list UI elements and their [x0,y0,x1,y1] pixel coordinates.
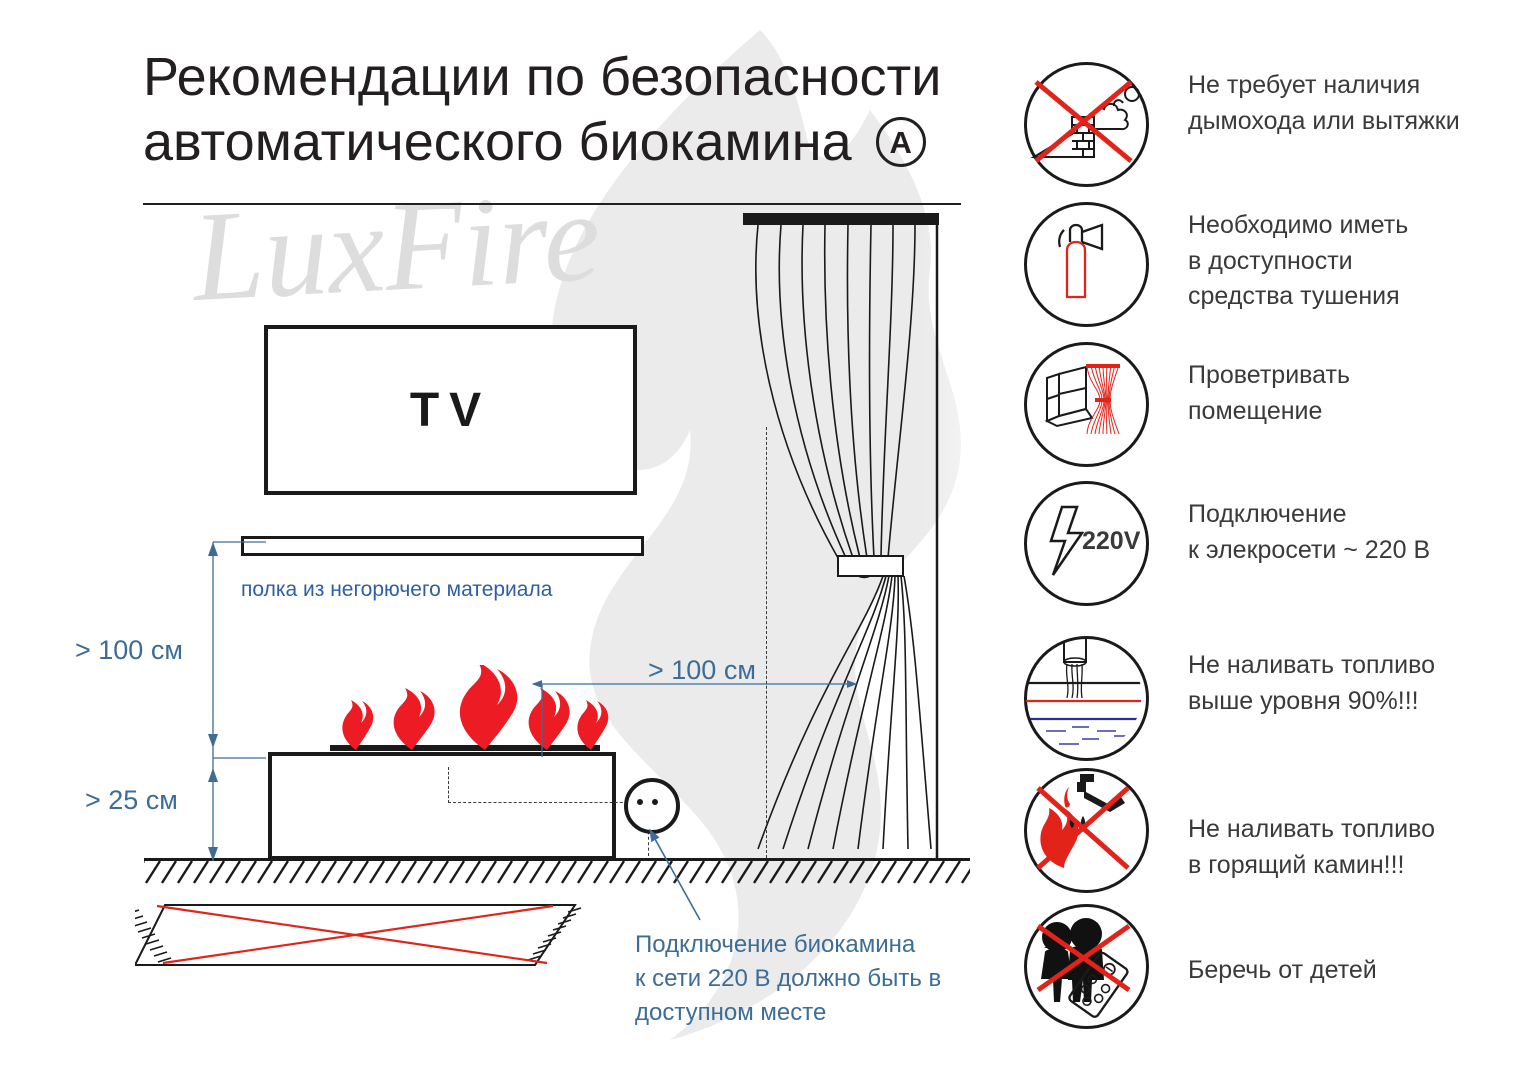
svg-text:220V: 220V [1082,527,1141,555]
